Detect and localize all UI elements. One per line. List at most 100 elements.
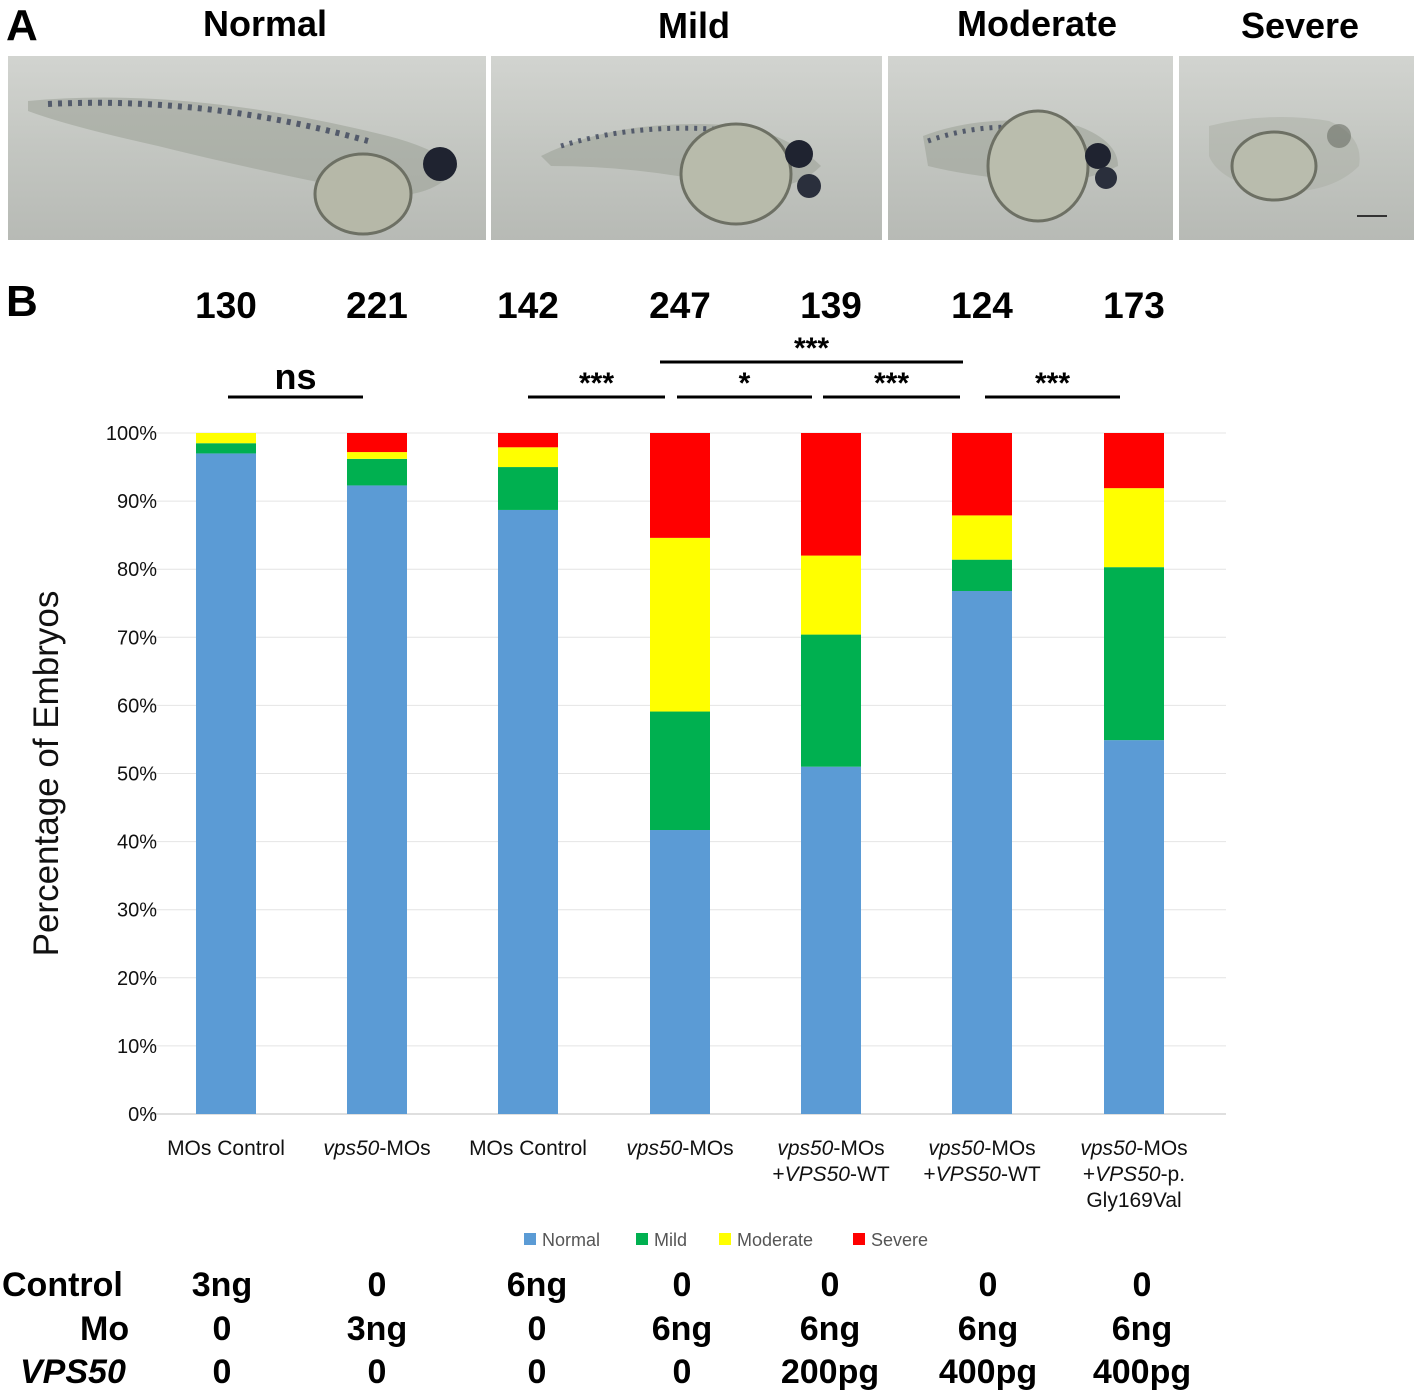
x-category-label: vps50-MOs (928, 1137, 1035, 1160)
sample-size-label: 139 (800, 285, 862, 326)
x-category-label: Gly169Val (1086, 1189, 1181, 1212)
x-category-label: MOs Control (469, 1137, 587, 1160)
dose-value: 0 (527, 1310, 547, 1348)
y-tick-label: 50% (117, 764, 157, 786)
bar-segment-severe (801, 433, 861, 556)
y-tick-label: 70% (117, 627, 157, 649)
bar-segment-normal (347, 485, 407, 1114)
y-tick-label: 100% (106, 423, 157, 445)
significance-label: * (739, 367, 751, 400)
bar-segment-moderate (801, 555, 861, 635)
bar-segment-mild (498, 467, 558, 510)
sample-size-label: 142 (497, 285, 559, 326)
dose-value: 0 (212, 1353, 232, 1391)
bar-segment-severe (498, 433, 558, 448)
dose-value: 0 (1132, 1266, 1152, 1304)
y-tick-label: 30% (117, 900, 157, 922)
significance-label: *** (1035, 367, 1070, 400)
category-title-mild: Mild (658, 5, 730, 46)
x-category-label: vps50-MOs (1080, 1137, 1187, 1160)
bar-segment-moderate (1104, 488, 1164, 568)
x-category-label: +VPS50-WT (772, 1163, 889, 1186)
significance-label: *** (874, 367, 909, 400)
category-title-severe: Severe (1240, 5, 1360, 46)
y-axis-title: Percentage of Embryos (27, 591, 66, 957)
bar-segment-moderate (347, 452, 407, 459)
dose-value: 0 (978, 1266, 998, 1304)
sample-size-label: 173 (1103, 285, 1165, 326)
significance-label: *** (794, 332, 829, 365)
dose-value: 400pg (1092, 1353, 1192, 1391)
category-title-moderate: Moderate (956, 3, 1118, 44)
legend-swatch-moderate (719, 1233, 731, 1245)
embryo-photo-moderate (888, 56, 1173, 240)
bar-segment-severe (650, 433, 710, 538)
legend-label-severe: Severe (871, 1230, 928, 1250)
bar-segment-moderate (952, 515, 1012, 560)
bar-segment-mild (347, 458, 407, 486)
bar-segment-severe (1104, 433, 1164, 489)
bar-segment-normal (1104, 740, 1164, 1114)
dose-value: 6ng (957, 1310, 1019, 1348)
panel-b-letter: B (6, 277, 38, 326)
legend-label-moderate: Moderate (737, 1230, 813, 1250)
bar-segment-mild (650, 711, 710, 831)
dose-row-label-control: Control (2, 1266, 123, 1304)
dose-value: 0 (367, 1353, 387, 1391)
bar-segment-severe (347, 433, 407, 453)
sample-size-label: 221 (346, 285, 408, 326)
dose-value: 0 (820, 1266, 840, 1304)
bar-segment-mild (952, 559, 1012, 591)
dose-value: 6ng (799, 1310, 861, 1348)
legend-swatch-mild (636, 1233, 648, 1245)
y-tick-label: 80% (117, 559, 157, 581)
significance-label: ns (274, 356, 316, 397)
category-title-normal: Normal (202, 3, 328, 44)
x-category-label: MOs Control (167, 1137, 285, 1160)
legend-label-normal: Normal (542, 1230, 600, 1250)
dose-value: 6ng (1111, 1310, 1173, 1348)
y-tick-label: 20% (117, 968, 157, 990)
bar-segment-normal (196, 453, 256, 1114)
y-tick-label: 10% (117, 1036, 157, 1058)
bar-segment-severe (952, 433, 1012, 516)
dose-row-label-mo: Mo (80, 1310, 130, 1348)
y-tick-label: 40% (117, 832, 157, 854)
bar-segment-normal (801, 766, 861, 1114)
legend-swatch-normal (524, 1233, 536, 1245)
x-category-label: +VPS50-p. (1083, 1163, 1185, 1186)
bar-segment-mild (196, 443, 256, 454)
x-category-label: +VPS50-WT (923, 1163, 1040, 1186)
legend-label-mild: Mild (654, 1230, 687, 1250)
dose-value: 6ng (651, 1310, 713, 1348)
x-category-label: vps50-MOs (777, 1137, 884, 1160)
y-tick-label: 60% (117, 695, 157, 717)
bar-segment-normal (952, 590, 1012, 1114)
embryo-photo-mild (491, 56, 882, 240)
significance-label: *** (579, 367, 614, 400)
dose-value: 400pg (938, 1353, 1038, 1391)
y-tick-label: 90% (117, 491, 157, 513)
dose-value: 0 (367, 1266, 387, 1304)
sample-size-label: 130 (195, 285, 257, 326)
bar-segment-normal (650, 830, 710, 1114)
stacked-bar-chart: 0% 10% 20% 30% 40% 50% 60% 70% 80% 90% 100% Percent… (27, 285, 1226, 1250)
y-tick-label: 0% (128, 1104, 157, 1126)
dose-value: 0 (527, 1353, 547, 1391)
bar-segment-moderate (650, 537, 710, 712)
bar-segment-mild (801, 634, 861, 767)
legend-swatch-severe (853, 1233, 865, 1245)
embryo-photo-severe (1179, 56, 1414, 240)
dose-value: 6ng (506, 1266, 568, 1304)
sample-size-label: 124 (951, 285, 1013, 326)
dose-row-label-vps50: VPS50 (20, 1353, 126, 1391)
embryo-photo-normal (8, 56, 486, 240)
x-category-label: vps50-MOs (323, 1137, 430, 1160)
bar-segment-moderate (498, 447, 558, 468)
dose-value: 3ng (191, 1266, 253, 1304)
dose-value: 0 (672, 1353, 692, 1391)
bar-segment-normal (498, 509, 558, 1114)
dose-value: 200pg (780, 1353, 880, 1391)
bar-segment-mild (1104, 567, 1164, 741)
dose-value: 0 (212, 1310, 232, 1348)
